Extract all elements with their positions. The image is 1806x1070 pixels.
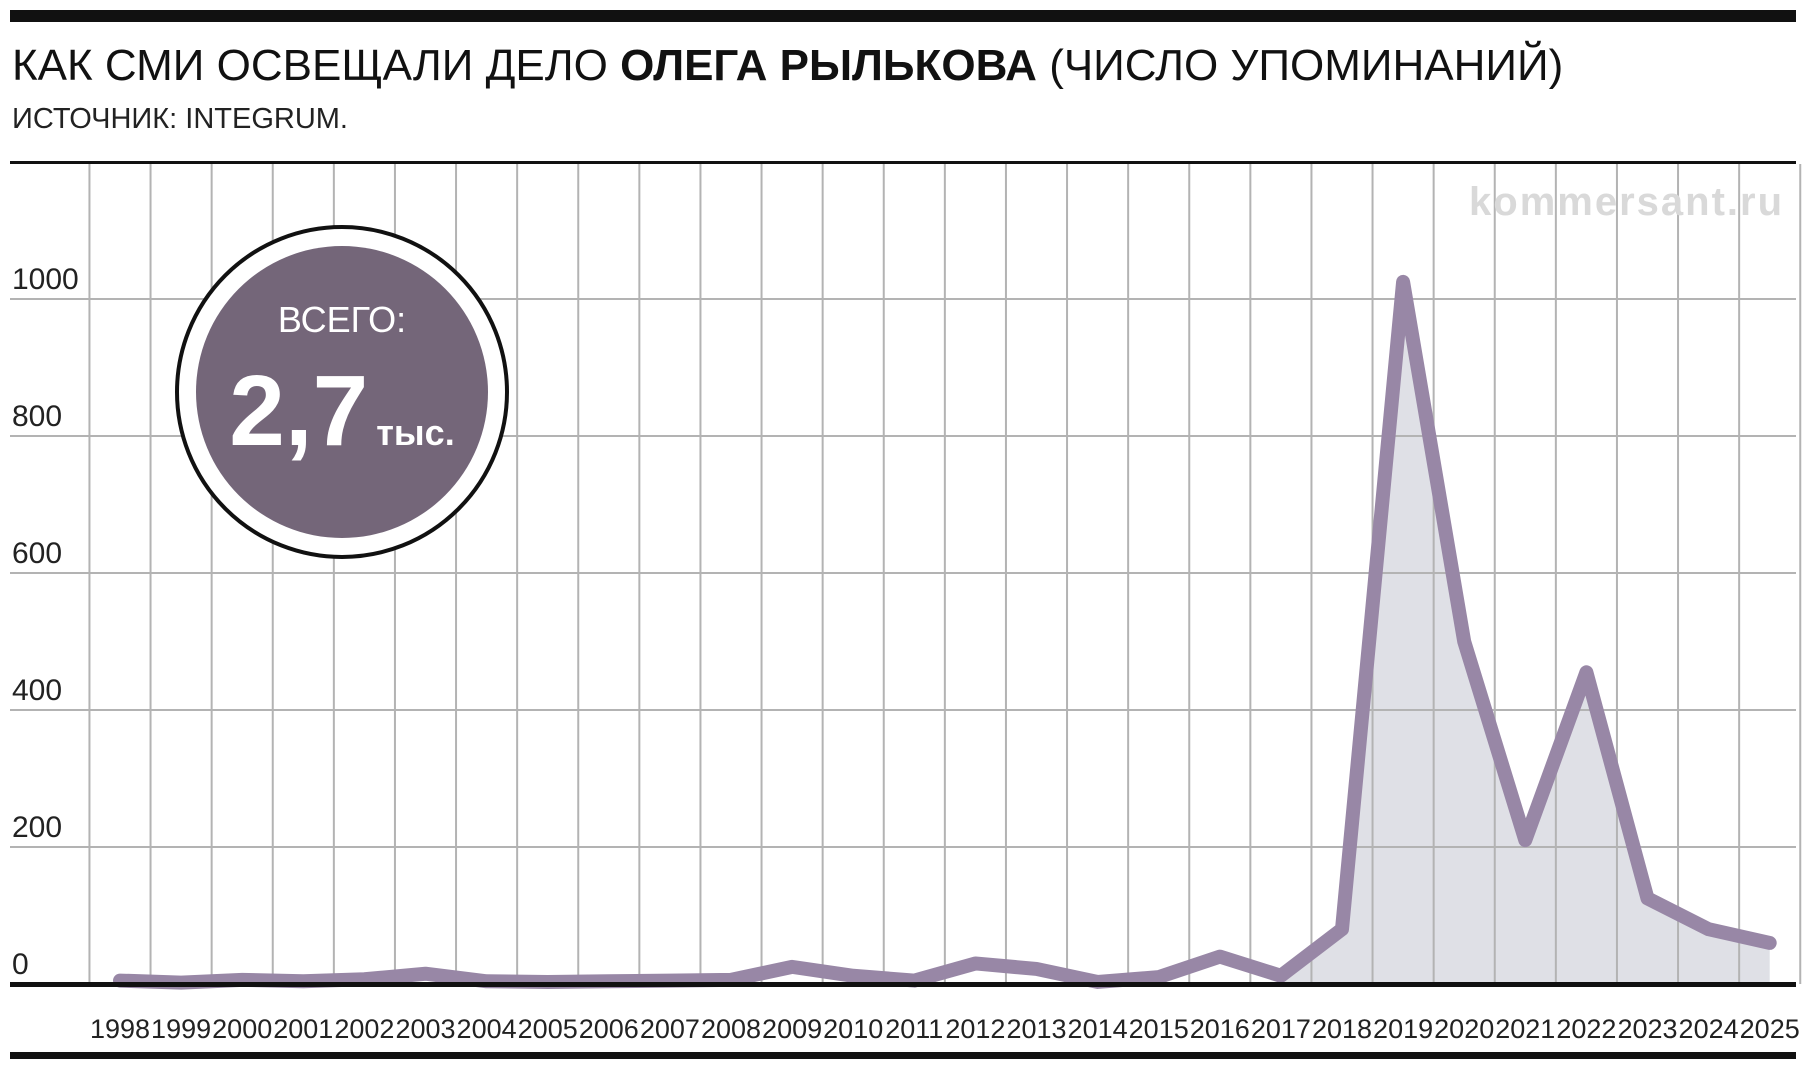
x-tick-label: 2012 — [945, 1014, 1005, 1044]
y-tick-label: 200 — [12, 811, 62, 844]
y-tick-label: 0 — [12, 948, 29, 981]
x-tick-label: 2025 — [1740, 1014, 1800, 1044]
x-tick-label: 2014 — [1068, 1014, 1128, 1044]
shaded-area — [1280, 281, 1770, 984]
x-tick-label: 2004 — [457, 1014, 517, 1044]
x-tick-label: 2011 — [885, 1014, 943, 1044]
source-note: ИСТОЧНИК: INTEGRUM. — [12, 103, 348, 135]
x-tick-label: 2017 — [1251, 1014, 1311, 1044]
x-tick-label: 2005 — [518, 1014, 578, 1044]
x-tick-label: 2023 — [1617, 1014, 1677, 1044]
y-axis: 0 200 400 600 800 1000 — [12, 263, 79, 981]
badge-unit: тыс. — [376, 412, 454, 453]
x-tick-label: 2008 — [701, 1014, 761, 1044]
top-rule — [10, 10, 1796, 22]
x-tick-label: 2006 — [579, 1014, 639, 1044]
badge-label: ВСЕГО: — [278, 299, 406, 340]
x-tick-label: 2002 — [334, 1014, 394, 1044]
plot-top-rule — [10, 161, 1796, 164]
x-tick-label: 2021 — [1495, 1014, 1555, 1044]
badge-number: 2,7 — [229, 355, 368, 467]
chart-title: КАК СМИ ОСВЕЩАЛИ ДЕЛО ОЛЕГА РЫЛЬКОВА (ЧИ… — [12, 39, 1563, 90]
y-tick-label: 1000 — [12, 263, 79, 296]
x-tick-label: 2009 — [762, 1014, 822, 1044]
watermark: kommersant.ru — [1469, 180, 1784, 224]
badge-value: 2,7 тыс. — [229, 355, 454, 467]
x-tick-label: 1999 — [151, 1014, 211, 1044]
title-bold: ОЛЕГА РЫЛЬКОВА — [620, 41, 1037, 90]
x-axis-baseline — [10, 982, 1796, 987]
x-tick-label: 2010 — [823, 1014, 883, 1044]
bottom-rule — [10, 1052, 1796, 1059]
x-tick-label: 2018 — [1312, 1014, 1372, 1044]
title-suffix: (ЧИСЛО УПОМИНАНИЙ) — [1037, 39, 1563, 90]
y-tick-label: 800 — [12, 400, 62, 433]
y-tick-label: 400 — [12, 674, 62, 707]
x-tick-label: 2020 — [1434, 1014, 1494, 1044]
x-tick-label: 2022 — [1556, 1014, 1616, 1044]
x-tick-label: 2024 — [1679, 1014, 1739, 1044]
x-tick-label: 2000 — [212, 1014, 272, 1044]
x-tick-label: 2007 — [640, 1014, 700, 1044]
x-tick-label: 2003 — [395, 1014, 455, 1044]
total-badge: ВСЕГО: 2,7 тыс. — [175, 225, 509, 559]
badge-disc — [196, 246, 488, 538]
x-tick-label: 2019 — [1373, 1014, 1433, 1044]
series-line — [113, 274, 1777, 990]
x-tick-label: 2001 — [273, 1014, 333, 1044]
title-prefix: КАК СМИ ОСВЕЩАЛИ ДЕЛО — [12, 41, 620, 90]
y-tick-label: 600 — [12, 537, 62, 570]
x-tick-label: 2013 — [1006, 1014, 1066, 1044]
x-tick-label: 1998 — [90, 1014, 150, 1044]
area-layer — [1280, 281, 1770, 984]
x-tick-label: 2016 — [1190, 1014, 1250, 1044]
x-tick-label: 2015 — [1129, 1014, 1189, 1044]
x-axis: 1998 1999 2000 2001 2002 2003 2004 2005 2006 2007… — [90, 1014, 1800, 1044]
